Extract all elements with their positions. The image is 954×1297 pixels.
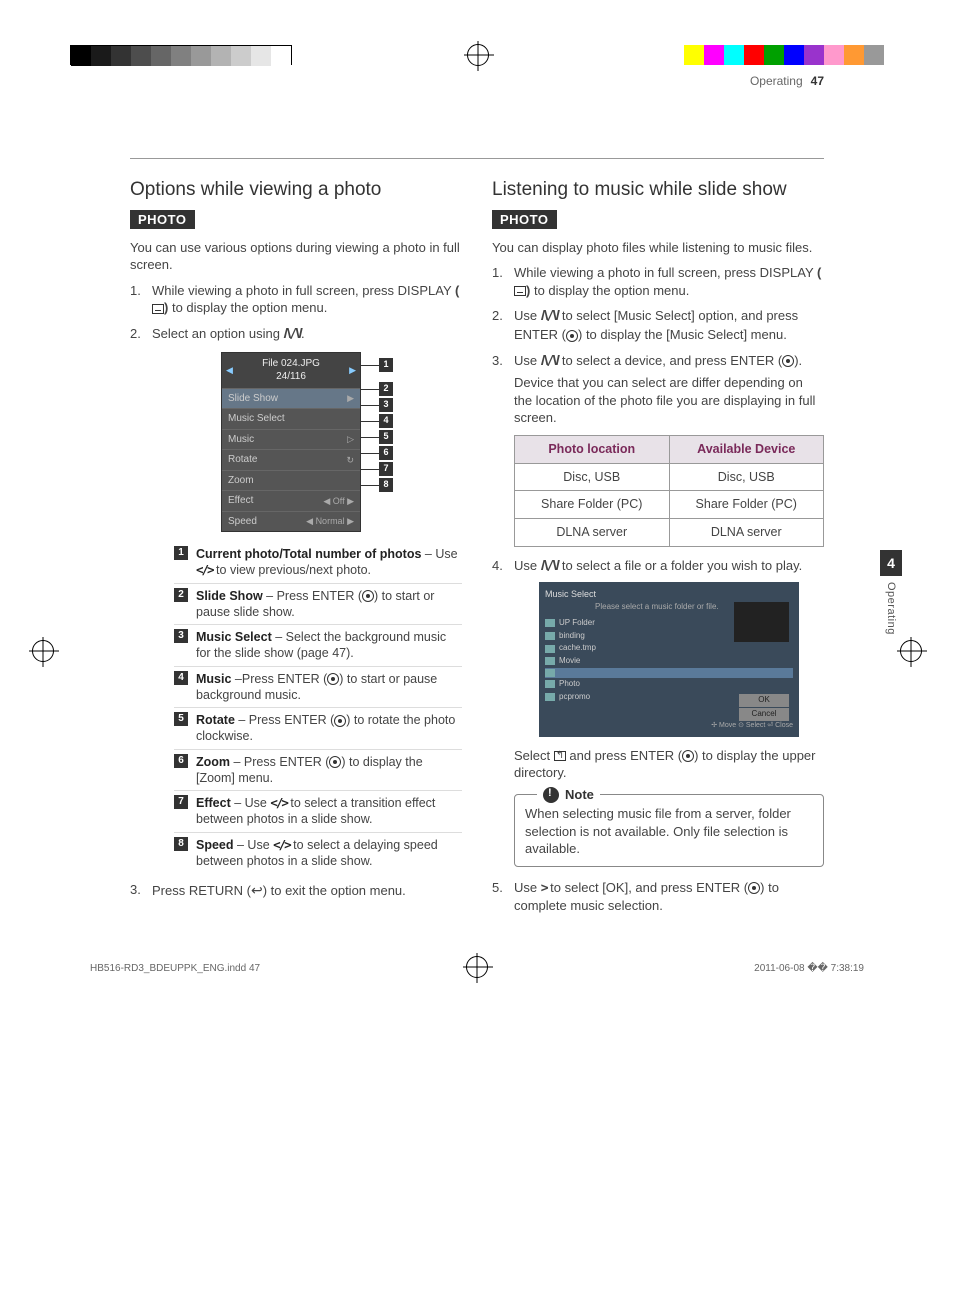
callout-badge: 8 (379, 478, 393, 492)
menu-row: Rotate↻ (222, 449, 360, 470)
callout-badge: 5 (379, 430, 393, 444)
enter-icon (748, 882, 760, 894)
intro-text: You can use various options during viewi… (130, 239, 462, 274)
legend-item: 5Rotate – Press ENTER () to rotate the p… (174, 708, 462, 750)
note-label: !Note (537, 786, 600, 804)
chapter-number: 4 (880, 550, 902, 576)
header-page-number: 47 (811, 74, 824, 88)
available-device-table: Photo location Available Device Disc, US… (514, 435, 824, 548)
up-down-icon: Λ/V (541, 559, 558, 574)
step-3-subtext: Device that you can select are differ de… (514, 374, 824, 427)
step-3: Press RETURN (↩) to exit the option menu… (130, 881, 462, 900)
enter-icon (782, 355, 794, 367)
legend-item: 8Speed – Use </> to select a delaying sp… (174, 833, 462, 874)
step-2: Use Λ/V to select [Music Select] option,… (492, 307, 824, 343)
after-shot-text: Select and press ENTER () to display the… (514, 747, 824, 782)
options-legend: 1Current photo/Total number of photos – … (174, 542, 462, 873)
legend-item: 4Music –Press ENTER () to start or pause… (174, 667, 462, 709)
cancel-button: Cancel (739, 708, 789, 721)
next-arrow-icon: ▶ (349, 364, 356, 376)
menu-row: Slide Show▶ (222, 388, 360, 409)
menu-row: Zoom (222, 470, 360, 491)
header-section: Operating (750, 74, 803, 88)
left-column: Options while viewing a photo PHOTO You … (130, 179, 462, 923)
callout-badge: 4 (379, 414, 393, 428)
menu-row: Effect◀ Off ▶ (222, 490, 360, 511)
list-item: Photo (545, 678, 793, 691)
return-icon: ↩ (251, 882, 263, 898)
heading-listening-music-slideshow: Listening to music while slide show (492, 179, 824, 202)
step-3: Use Λ/V to select a device, and press EN… (492, 352, 824, 548)
callout-badge: 1 (379, 358, 393, 372)
up-folder-icon (554, 751, 566, 761)
legend-item: 6Zoom – Press ENTER () to display the [Z… (174, 750, 462, 792)
enter-icon (682, 750, 694, 762)
list-item: cache.tmp (545, 642, 793, 655)
up-down-icon: Λ/V (541, 309, 558, 324)
file-count-text: 24/116 (224, 370, 358, 384)
note-box: !Note When selecting music file from a s… (514, 794, 824, 867)
registration-mark-icon (900, 640, 922, 662)
legend-item: 7Effect – Use </> to select a transition… (174, 791, 462, 833)
display-icon (152, 304, 164, 314)
table-row: Disc, USBDisc, USB (515, 463, 824, 491)
menu-row: Speed◀ Normal ▶ (222, 511, 360, 532)
legend-item: 1Current photo/Total number of photos – … (174, 542, 462, 584)
ms-title: Music Select (545, 589, 596, 599)
table-row: DLNA serverDLNA server (515, 519, 824, 547)
intro-text: You can display photo files while listen… (492, 239, 824, 257)
options-menu-screenshot: ◀ File 024.JPG 24/116 ▶ Slide Show▶Music… (152, 352, 462, 533)
thumbnail-preview (734, 602, 789, 642)
callout-badge: 7 (379, 462, 393, 476)
menu-row: Music▷ (222, 429, 360, 450)
step-2: Select an option using Λ/V. ◀ File 024.J… (130, 325, 462, 873)
page-header: Operating 47 (0, 70, 954, 88)
ms-footer-hints: ✢ Move ⊙ Select ⏎ Close (545, 721, 793, 730)
step-1: While viewing a photo in full screen, pr… (492, 264, 824, 299)
step-5: Use > to select [OK], and press ENTER ()… (492, 879, 824, 915)
callout-badge: 6 (379, 446, 393, 460)
up-down-icon: Λ/V (541, 354, 558, 369)
display-icon (514, 286, 526, 296)
list-item: Movie (545, 655, 793, 668)
table-head-photo-location: Photo location (515, 435, 670, 463)
heading-options-viewing-photo: Options while viewing a photo (130, 179, 462, 202)
up-down-icon: Λ/V (284, 327, 301, 342)
photo-badge: PHOTO (492, 210, 557, 229)
callout-badge: 3 (379, 398, 393, 412)
registration-mark-icon (467, 44, 489, 66)
callout-badge: 2 (379, 382, 393, 396)
table-row: Share Folder (PC)Share Folder (PC) (515, 491, 824, 519)
footer-timestamp: 2011-06-08 �� 7:38:19 (754, 963, 864, 974)
print-color-bars (0, 40, 954, 70)
list-item (545, 668, 793, 678)
photo-badge: PHOTO (130, 210, 195, 229)
registration-mark-icon (466, 956, 488, 978)
note-body: When selecting music file from a server,… (525, 806, 791, 856)
footer-file-info: HB516-RD3_BDEUPPK_ENG.indd 47 (90, 963, 260, 974)
chapter-label: Operating (885, 582, 897, 635)
enter-icon (566, 330, 578, 342)
legend-item: 3Music Select – Select the background mu… (174, 625, 462, 667)
step-4: Use Λ/V to select a file or a folder you… (492, 557, 824, 866)
registration-mark-icon (32, 640, 54, 662)
table-head-available-device: Available Device (669, 435, 824, 463)
menu-row: Music Select (222, 408, 360, 429)
music-select-screenshot: Music Select Please select a music folde… (539, 582, 799, 737)
right-column: Listening to music while slide show PHOT… (492, 179, 824, 923)
legend-item: 2Slide Show – Press ENTER () to start or… (174, 584, 462, 626)
chapter-side-tab: 4 Operating (880, 550, 902, 635)
prev-arrow-icon: ◀ (226, 364, 233, 376)
file-name-text: File 024.JPG (224, 357, 358, 371)
ok-button: OK (739, 694, 789, 707)
step-1: While viewing a photo in full screen, pr… (130, 282, 462, 317)
